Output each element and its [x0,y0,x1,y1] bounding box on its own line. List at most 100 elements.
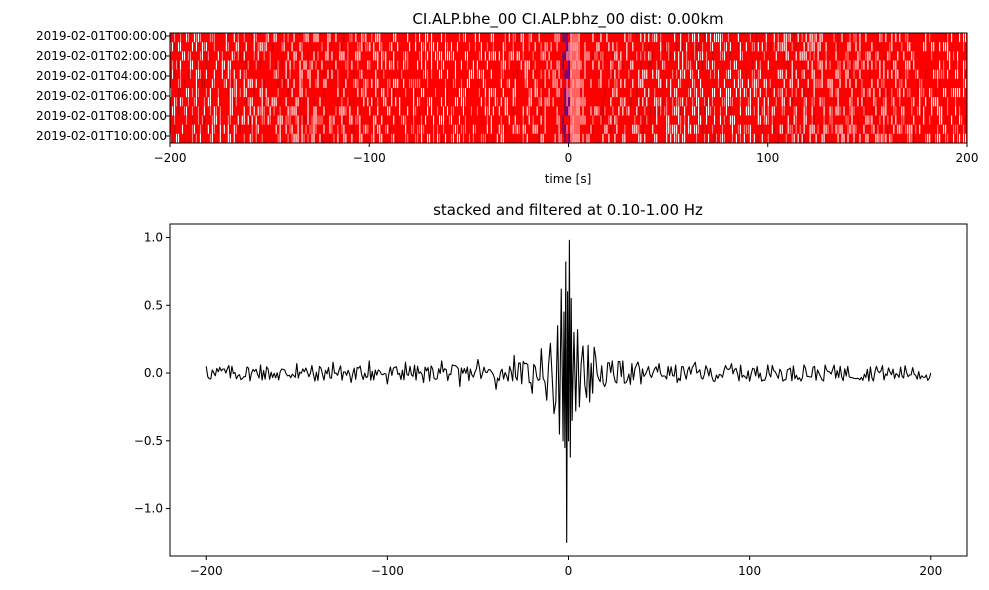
heatmap-cell [849,124,851,134]
heatmap-cell [803,115,805,125]
heatmap-cell [411,78,413,88]
heatmap-cell [502,51,504,61]
heatmap-cell [337,124,339,134]
heatmap-cell [307,51,309,61]
heatmap-cell [841,33,843,43]
heatmap-cell [692,69,694,79]
heatmap-cell [468,42,470,52]
heatmap-cell [911,106,913,116]
heatmap-cell [195,78,197,88]
heatmap-cell [596,42,598,52]
heatmap-cell [462,33,464,43]
heatmap-cell [797,33,799,43]
heatmap-cell [847,115,849,125]
heatmap-cell [373,51,375,61]
heatmap-cell [901,42,903,52]
heatmap-cell [606,33,608,43]
heatmap-cell [516,33,518,43]
heatmap-cell [913,124,915,134]
heatmap-cell [767,115,769,125]
heatmap-cell [524,60,526,70]
heatmap-cell [624,124,626,134]
heatmap-cell [851,115,853,125]
heatmap-cell [939,60,941,70]
heatmap-cell [195,42,197,52]
heatmap-cell [965,78,967,88]
heatmap-cell [622,60,624,70]
heatmap-cell [233,78,235,88]
heatmap-cell [490,115,492,125]
heatmap-cell [939,78,941,88]
heatmap-cell [257,51,259,61]
heatmap-cell [504,124,506,134]
heatmap-cell [279,133,281,143]
heatmap-cell [333,133,335,143]
heatmap-cell [512,88,514,98]
heatmap-cell [255,60,257,70]
heatmap-cell [694,42,696,52]
heatmap-cell [530,97,532,107]
heatmap-cell [377,106,379,116]
heatmap-cell [817,51,819,61]
heatmap-cell [556,42,558,52]
heatmap-cell [939,133,941,143]
heatmap-cell [813,69,815,79]
heatmap-cell [275,33,277,43]
heatmap-cell [419,106,421,116]
heatmap-cell [319,97,321,107]
heatmap-cell [811,60,813,70]
heatmap-cell [897,51,899,61]
heatmap-cell [963,60,965,70]
heatmap-cell [377,97,379,107]
heatmap-cell [915,69,917,79]
heatmap-cell [911,97,913,107]
heatmap-cell [638,78,640,88]
heatmap-cell [413,78,415,88]
heatmap-cell [209,33,211,43]
heatmap-cell [431,69,433,79]
heatmap-cell [389,124,391,134]
heatmap-cell [510,51,512,61]
heatmap-cell [413,97,415,107]
heatmap-cell [281,78,283,88]
heatmap-cell [692,33,694,43]
heatmap-cell [698,42,700,52]
heatmap-cell [562,51,564,61]
heatmap-cell [879,33,881,43]
heatmap-cell [263,78,265,88]
heatmap-cell [504,42,506,52]
heatmap-cell [381,60,383,70]
heatmap-cell [341,97,343,107]
heatmap-cell [219,115,221,125]
heatmap-cell [644,51,646,61]
heatmap-cell [431,42,433,52]
heatmap-cell [612,106,614,116]
heatmap-cell [739,69,741,79]
heatmap-cell [725,42,728,52]
heatmap-cell [261,106,263,116]
heatmap-cell [650,106,652,116]
heatmap-cell [231,88,233,98]
heatmap-cell [763,115,765,125]
heatmap-cell [953,124,955,134]
heatmap-cell [229,69,231,79]
heatmap-cell [277,88,279,98]
heatmap-cell [795,106,797,116]
heatmap-cell [191,106,194,116]
heatmap-cell [682,51,684,61]
heatmap-cell [809,133,811,143]
heatmap-cell [707,133,710,143]
heatmap-cell [558,69,560,79]
heatmap-cell [419,33,421,43]
heatmap-x-tick-label: −200 [154,151,187,165]
heatmap-cell [805,51,807,61]
heatmap-cell [781,69,783,79]
heatmap-cell [313,133,315,143]
heatmap-cell [482,51,484,61]
heatmap-cell [891,69,893,79]
heatmap-cell [460,60,462,70]
heatmap-cell [885,97,887,107]
heatmap-cell [331,115,333,125]
heatmap-cell [231,97,233,107]
